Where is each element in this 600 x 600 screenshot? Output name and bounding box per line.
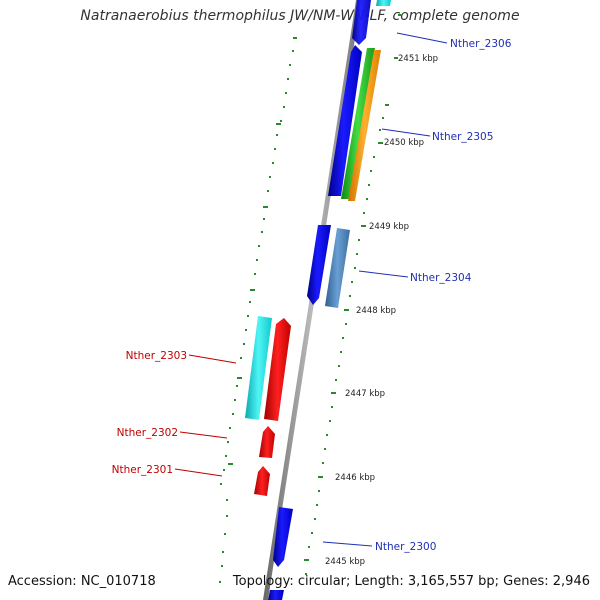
accession-label: Accession: NC_010718 [8, 574, 156, 589]
gene-nther-2301[interactable] [254, 466, 270, 496]
gene-label-nther-2302[interactable]: Nther_2302 [117, 427, 178, 439]
gene-nther-2306[interactable] [352, 0, 371, 45]
kbp-label-2448: 2448 kbp [356, 306, 396, 316]
genome-summary: Topology: circular; Length: 3,165,557 bp… [232, 574, 590, 589]
gene-nther-2305-green[interactable] [341, 48, 375, 199]
kbp-label-2446: 2446 kbp [335, 473, 375, 483]
gene-bottom-blue[interactable] [268, 590, 284, 600]
gene-label-nther-2301[interactable]: Nther_2301 [112, 464, 173, 476]
kbp-label-2451: 2451 kbp [398, 54, 438, 64]
kbp-label-2447: 2447 kbp [345, 389, 385, 399]
gene-label-nther-2305[interactable]: Nther_2305 [432, 131, 493, 143]
gene-nther-2303-cyan[interactable] [245, 316, 272, 420]
gene-label-nther-2306[interactable]: Nther_2306 [450, 38, 512, 50]
gene-nther-2304-steel[interactable] [325, 228, 350, 308]
kbp-label-2450: 2450 kbp [384, 138, 424, 148]
gene-label-nther-2303[interactable]: Nther_2303 [126, 350, 187, 362]
gene-nther-2303-red[interactable] [264, 318, 291, 421]
gene-nther-2302[interactable] [259, 426, 275, 458]
gene-nther-2305-orange[interactable] [348, 50, 381, 201]
gene-nther-2306-block[interactable] [376, 0, 391, 6]
inner-dashes [219, 37, 297, 583]
gene-nther-2300[interactable] [273, 507, 293, 567]
map-title: Natranaerobius thermophilus JW/NM-WN-LF,… [80, 8, 520, 24]
gene-nther-2304-blue[interactable] [307, 225, 331, 305]
gene-nther-2305-blue[interactable] [328, 45, 362, 196]
kbp-label-2449: 2449 kbp [369, 222, 409, 232]
kbp-label-2445: 2445 kbp [325, 557, 365, 567]
leader-lines [174, 32, 448, 547]
gene-label-nther-2300[interactable]: Nther_2300 [375, 541, 436, 553]
outer-dashes [304, 14, 401, 575]
gene-label-nther-2304[interactable]: Nther_2304 [410, 272, 472, 284]
